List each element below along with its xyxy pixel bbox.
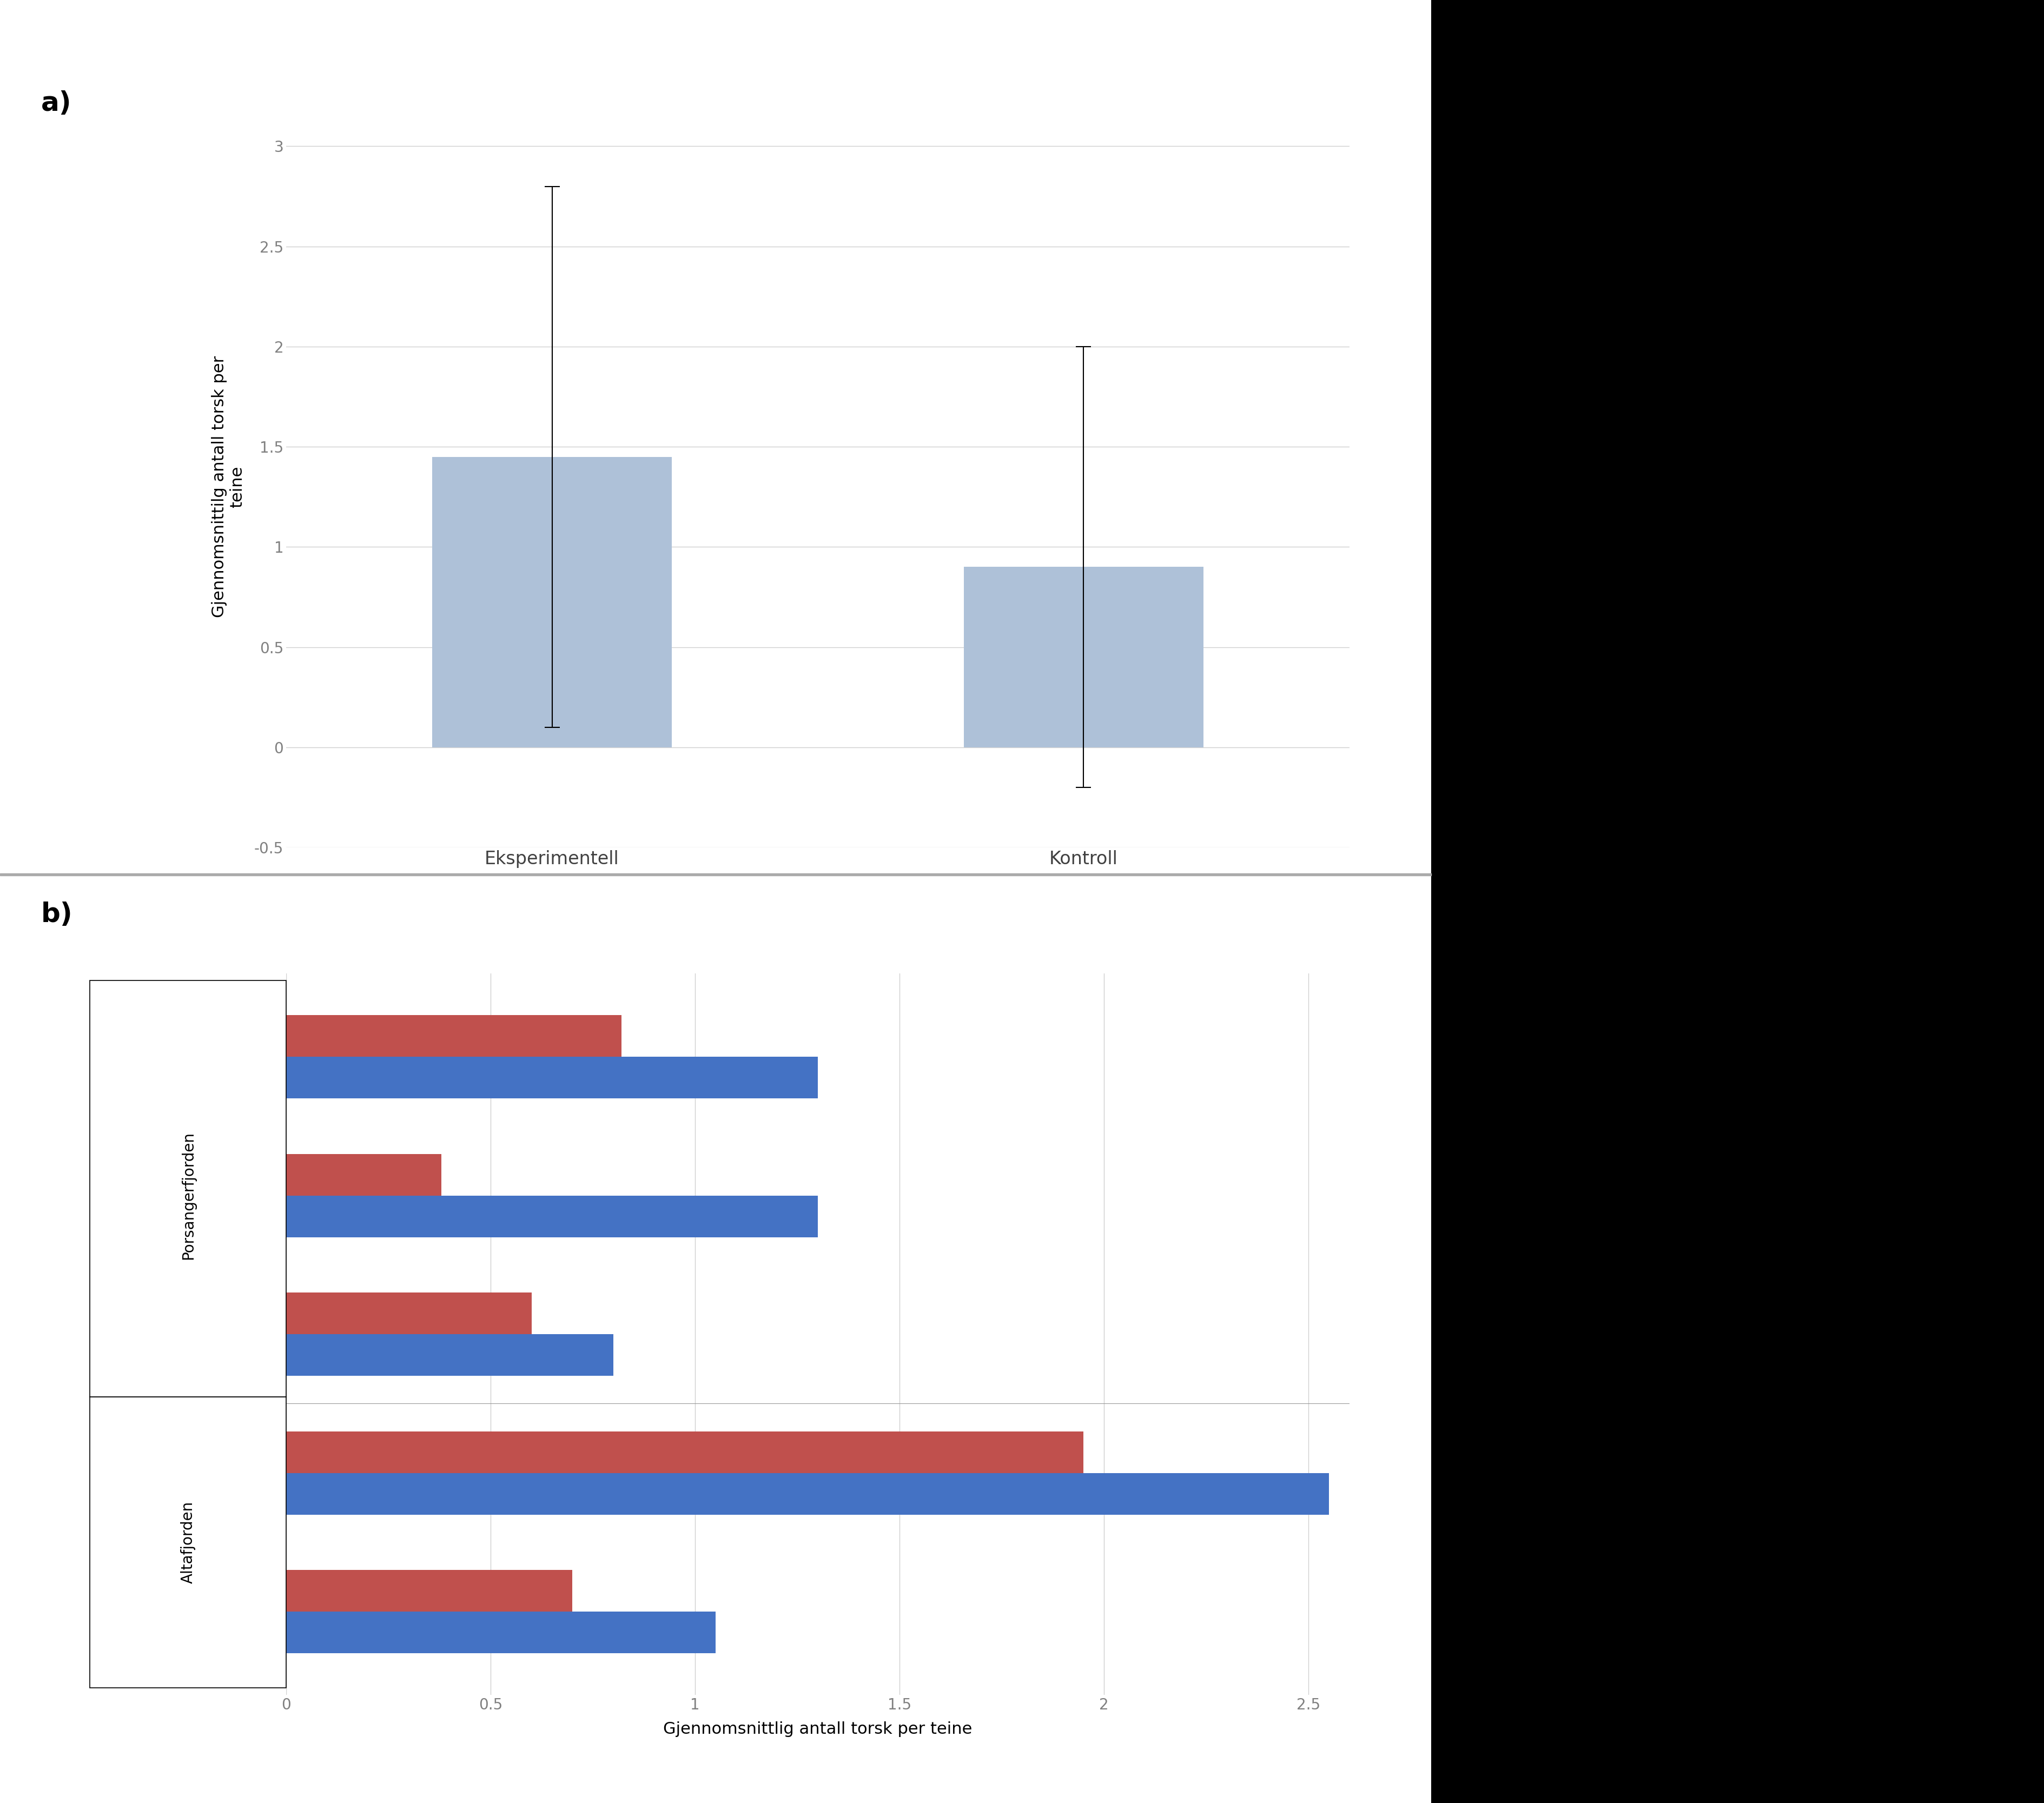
FancyBboxPatch shape — [90, 981, 286, 1397]
Bar — [965, 566, 1202, 746]
Text: b): b) — [41, 902, 74, 927]
Bar — [286, 1612, 715, 1653]
Bar — [286, 1473, 1329, 1515]
Y-axis label: Gjennomsnittilg antall torsk per
teine: Gjennomsnittilg antall torsk per teine — [211, 355, 245, 618]
Bar — [286, 1334, 613, 1376]
Bar — [286, 1293, 531, 1334]
Bar — [286, 1432, 1083, 1473]
Bar — [286, 1195, 818, 1237]
Text: a): a) — [41, 90, 72, 115]
Bar — [286, 1154, 442, 1195]
Bar — [286, 1057, 818, 1098]
Text: Porsangerfjorden: Porsangerfjorden — [180, 1132, 196, 1260]
Bar — [286, 1570, 572, 1612]
Bar — [433, 456, 670, 746]
FancyBboxPatch shape — [90, 1397, 286, 1688]
Text: Altafjorden: Altafjorden — [180, 1502, 196, 1583]
Bar — [286, 1015, 621, 1057]
X-axis label: Gjennomsnittlig antall torsk per teine: Gjennomsnittlig antall torsk per teine — [662, 1722, 973, 1738]
